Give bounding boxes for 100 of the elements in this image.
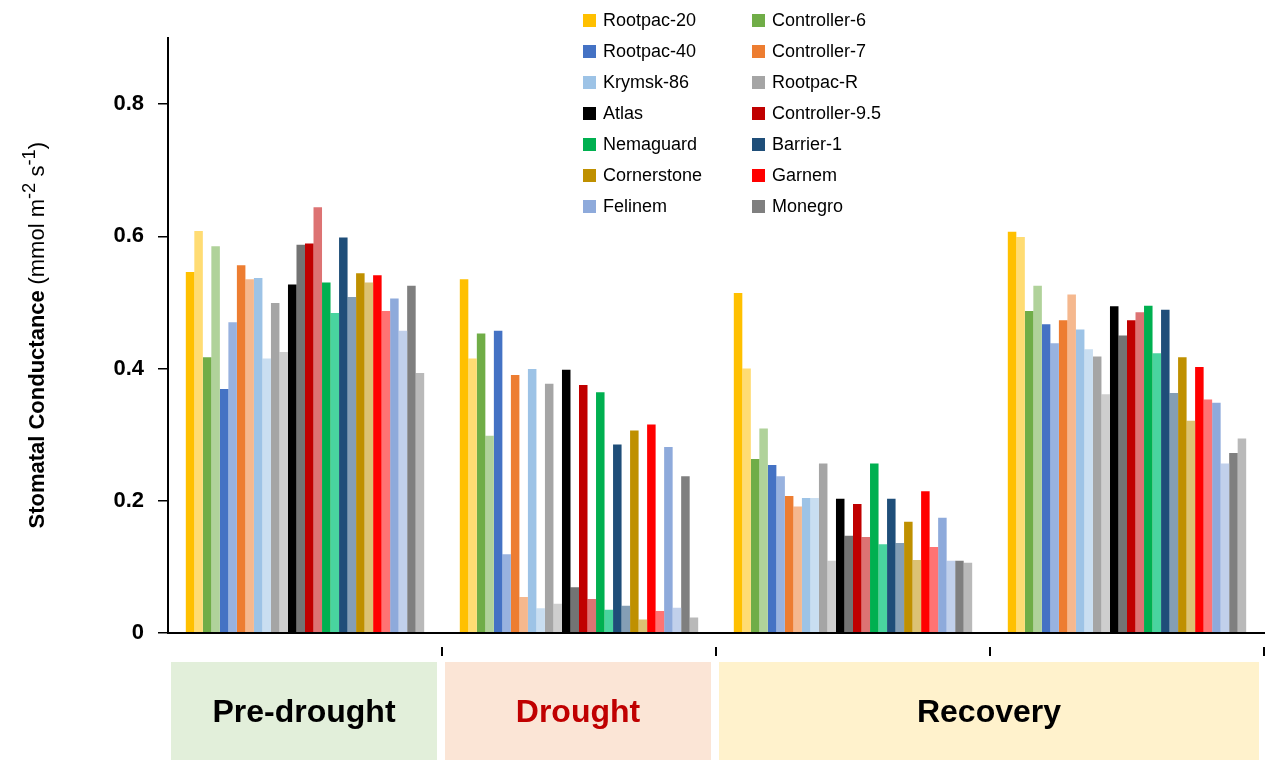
bar [733,293,743,633]
legend-label: Nemaguard [603,133,698,156]
bar [485,435,494,633]
bar [1144,305,1153,633]
bar [322,282,331,633]
y-tick-label: 0.4 [113,354,145,380]
bar [502,554,511,633]
bar [793,506,802,633]
bar [262,358,271,633]
legend-label: Krymsk-86 [603,71,690,94]
bar [381,310,391,633]
bar [510,375,520,633]
bar [313,207,323,633]
bar [1203,399,1213,633]
bar [390,298,399,633]
bar [245,279,254,633]
bar [621,605,631,633]
bar [776,476,785,633]
bar [870,463,879,633]
bar [236,265,246,633]
legend-label: Atlas [603,102,644,125]
bar [493,330,503,633]
bar [1169,392,1179,633]
bar [963,562,973,633]
bar [398,330,408,633]
bar [759,428,768,633]
bar [579,384,588,633]
bar [1186,420,1196,633]
bar [1135,312,1145,633]
bar [527,369,537,633]
bar [818,463,828,633]
bar [373,275,382,633]
bar [638,619,648,633]
bar [596,392,605,633]
bar [194,230,203,633]
bar [912,560,922,633]
bar [1127,320,1136,633]
bar [689,617,699,633]
bar [681,476,690,633]
bar [1041,324,1051,633]
bar [664,447,673,633]
bar [1075,329,1085,633]
bar [1033,285,1042,633]
bar [1220,463,1230,633]
y-tick-label: 0.8 [113,90,144,116]
y-tick-label: 0.6 [113,222,144,248]
bar [330,312,340,633]
bar [1050,343,1059,633]
bar [878,544,888,633]
bar [468,358,477,633]
bar [1229,453,1238,633]
bar [1212,402,1221,633]
legend-label: Controller-6 [772,9,867,32]
bar [1118,335,1127,633]
bar [861,536,871,633]
bar [630,430,639,633]
bar [946,560,956,633]
legend-label: Garnem [772,164,838,187]
text: Recovery [719,662,1259,760]
bar [519,597,528,633]
bar [844,535,853,633]
bar [904,521,913,633]
bar [750,458,760,633]
bar [887,498,896,633]
bar [742,368,751,633]
bar [553,603,562,633]
bar [1237,438,1247,633]
x-tick-label: Drought [445,662,711,760]
legend-label: Cornerstone [603,164,703,187]
bar [536,608,545,633]
bar [570,587,579,633]
bar [1016,236,1025,633]
bar [929,546,939,633]
legend-label: Rootpac-20 [603,9,697,32]
bar [1195,367,1204,633]
bar [1178,357,1187,633]
bar [1084,349,1093,633]
bar [827,560,836,633]
bar [296,244,305,633]
bar [647,424,656,633]
bar [407,285,416,633]
bar [1007,231,1017,633]
bar [415,373,425,633]
bar [587,599,597,633]
bar [784,496,794,633]
bar [1092,356,1102,633]
bar [364,282,374,633]
bar [1024,310,1034,633]
bar [1067,294,1076,633]
bar [270,303,280,633]
legend-label: Rootpac-40 [603,40,697,63]
bar [613,444,622,633]
bar [219,388,229,633]
bar [356,273,365,633]
legend-label: Controller-9.5 [772,102,882,125]
bar [921,491,930,633]
bar [253,277,263,633]
bar [476,333,486,633]
bar [672,607,682,633]
bar [767,464,777,633]
